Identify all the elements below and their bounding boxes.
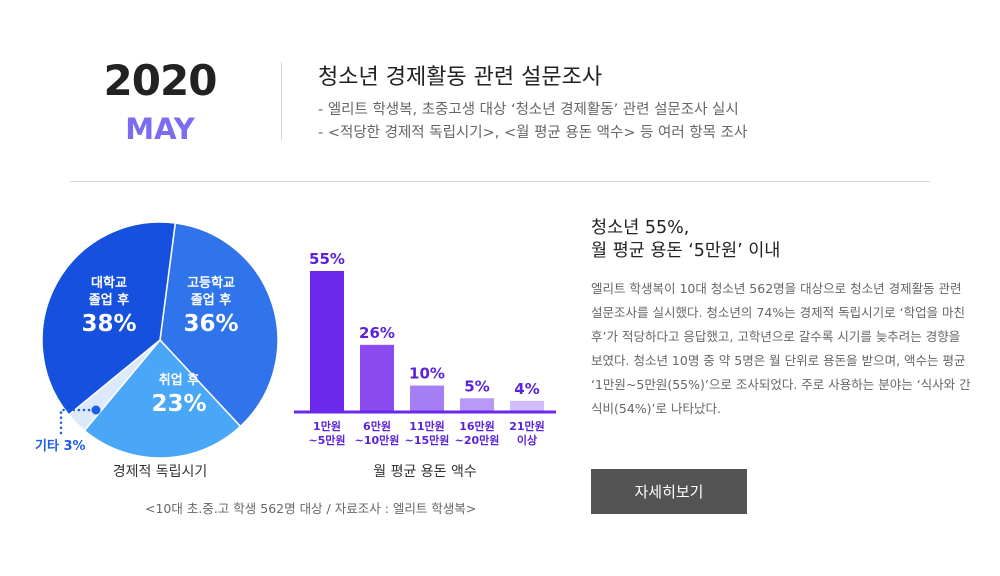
pie-slice-value: 36%: [183, 311, 239, 337]
pie-slice-label: 취업 후: [158, 373, 200, 388]
pie-label-high-school: 고등학교 졸업 후 36%: [176, 275, 246, 339]
summary-body: 엘리트 학생복이 10대 청소년 562명을 대상으로 청소년 경제활동 관련 …: [591, 281, 971, 416]
pie-slice: [159, 222, 279, 428]
bar-chart: 55% 1만원 ~5만원 26% 6만원 ~10만원 10% 11만원 ~15만원 5% 16만원 ~…: [290, 245, 560, 455]
bar-category-label: 6만원: [363, 419, 391, 433]
pie-slice-label: 대학교: [91, 276, 127, 291]
pie-chart: [40, 220, 280, 460]
bar-category-label: ~5만원: [308, 433, 345, 447]
pie-chart-svg: [41, 221, 279, 459]
summary-title-line: 청소년 55%,: [591, 218, 690, 238]
pie-chart-title: 경제적 독립시기: [112, 464, 208, 480]
bar: [410, 385, 444, 411]
section-divider: [70, 181, 930, 182]
survey-title: 청소년 경제활동 관련 설문조사: [318, 65, 603, 90]
bar-value-label: 5%: [464, 377, 489, 395]
bar-category-label: 1만원: [313, 419, 341, 433]
bar: [310, 271, 344, 411]
bar: [510, 400, 544, 411]
pie-slice-label: 졸업 후: [88, 293, 130, 308]
survey-bullets: - 엘리트 학생복, 초중고생 대상 ‘청소년 경제활동’ 관련 설문조사 실시…: [318, 99, 747, 145]
bar-value-label: 55%: [309, 250, 345, 268]
pie-slice-label: 고등학교: [187, 276, 235, 291]
pie-label-university: 대학교 졸업 후 38%: [74, 275, 144, 339]
bar-value-label: 26%: [359, 324, 395, 342]
bar-category-label: 21만원: [509, 419, 545, 433]
pie-slice: [41, 221, 177, 416]
source-note: <10대 초.중.고 학생 562명 대상 / 자료조사 : 엘리트 학생복>: [145, 501, 477, 516]
bar: [360, 344, 394, 411]
pie-label-other: 기타 3%: [35, 439, 86, 454]
bar-category-label: ~15만원: [405, 433, 450, 447]
pie-slice-value: 23%: [151, 391, 207, 417]
bar-category-label: 16만원: [459, 419, 495, 433]
month: MAY: [125, 112, 195, 146]
other-leader-line: [59, 405, 101, 435]
bar-chart-svg: 55% 1만원~5만원 26% 6만원~10만원 10% 11만원~15만원 5% 16만원~…: [294, 250, 556, 447]
bar-category-label: ~20만원: [455, 433, 500, 447]
bullet-item: - <적당한 경제적 독립시기>, <월 평균 용돈 액수> 등 여러 항목 조…: [318, 125, 748, 141]
bar-category-label: 11만원: [409, 419, 445, 433]
pie-slice-label: 졸업 후: [190, 293, 232, 308]
more-button[interactable]: 자세히보기: [591, 469, 747, 514]
bar-category-label: 이상: [517, 433, 537, 447]
bar-value-label: 10%: [409, 365, 445, 383]
bar-value-label: 4%: [514, 380, 539, 398]
summary-title-line: 월 평균 용돈 ‘5만원’ 이내: [591, 241, 781, 261]
pie-slice-value: 38%: [81, 311, 137, 337]
bullet-item: - 엘리트 학생복, 초중고생 대상 ‘청소년 경제활동’ 관련 설문조사 실시: [318, 102, 739, 118]
summary-title: 청소년 55%, 월 평균 용돈 ‘5만원’ 이내: [591, 217, 780, 263]
pie-slice: [83, 338, 242, 459]
bar-chart-title: 월 평균 용돈 액수: [373, 464, 477, 480]
year: 2020: [103, 56, 218, 105]
pie-label-employment: 취업 후 23%: [144, 372, 214, 419]
bar: [460, 398, 494, 411]
bar-category-label: ~10만원: [355, 433, 400, 447]
header-divider: [281, 62, 282, 140]
